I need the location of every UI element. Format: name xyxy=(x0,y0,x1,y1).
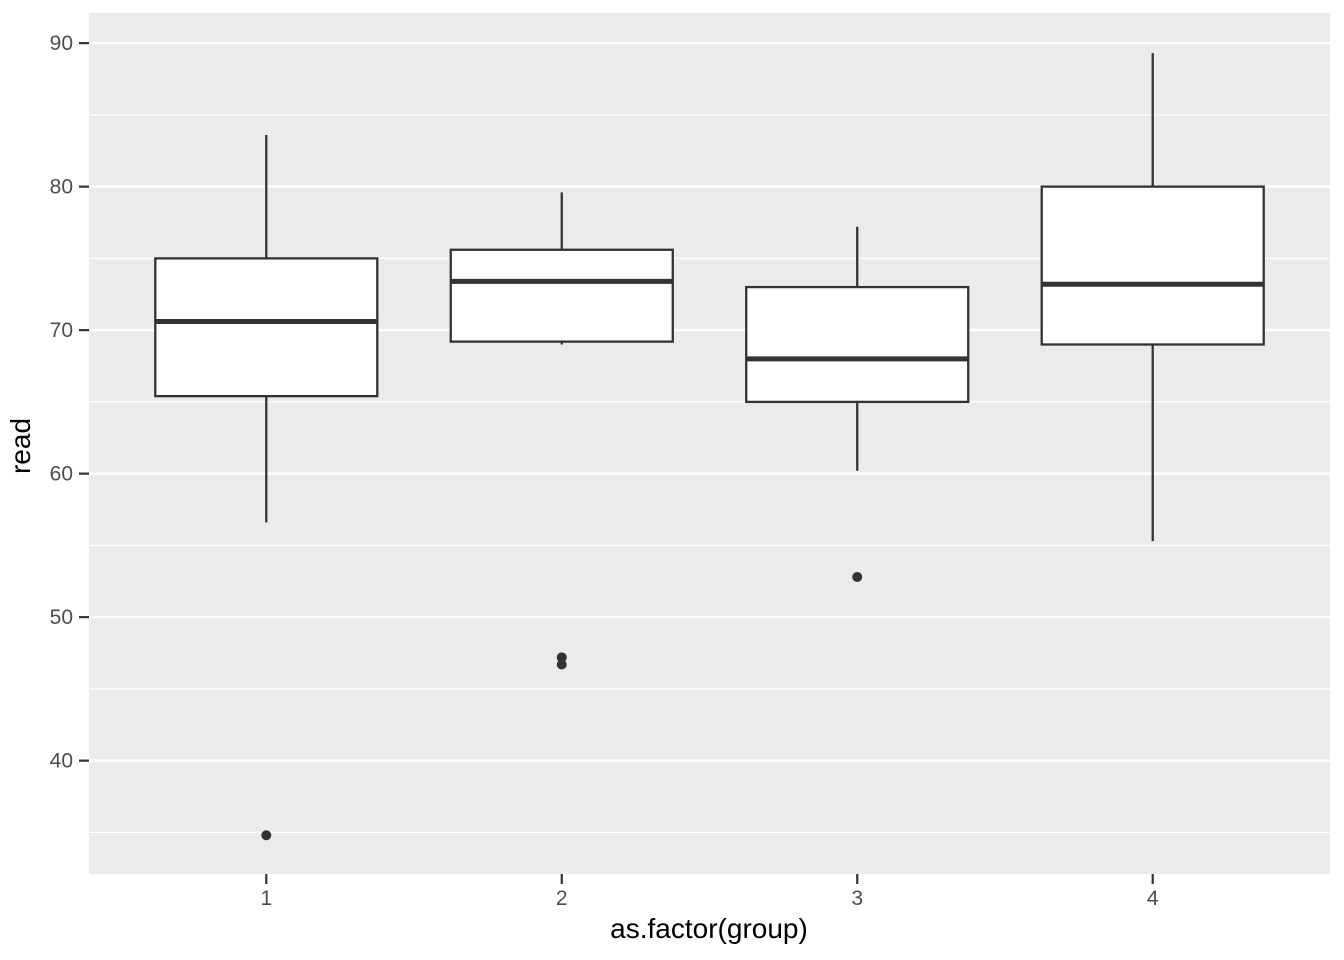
plot-panel xyxy=(89,13,1330,874)
boxes-layer xyxy=(154,53,1265,841)
y-tick-label: 40 xyxy=(50,750,73,773)
x-tick-label: 4 xyxy=(1147,887,1159,910)
y-tick-label: 90 xyxy=(50,32,73,55)
tick-labels-layer: 40 50 60 70 80 90 1 2 3 4 xyxy=(50,32,1159,910)
x-tick-label: 2 xyxy=(556,887,568,910)
boxplot-group-1 xyxy=(154,134,379,841)
plot-panel-layer xyxy=(89,13,1330,874)
y-tick-label: 80 xyxy=(50,176,73,199)
y-tick-label: 50 xyxy=(50,606,73,629)
iqr-box xyxy=(154,257,379,398)
iqr-box xyxy=(449,248,674,343)
boxplot-group-3 xyxy=(745,226,970,582)
x-axis-title: as.factor(group) xyxy=(610,913,808,944)
boxplot-group-2 xyxy=(449,192,674,670)
axis-ticks-layer xyxy=(79,42,1154,884)
x-tick-label: 1 xyxy=(260,887,272,910)
y-tick-label: 70 xyxy=(50,319,73,342)
outlier-point xyxy=(261,830,272,841)
x-tick-label: 3 xyxy=(851,887,863,910)
iqr-box xyxy=(745,285,970,404)
iqr-box xyxy=(1040,185,1265,346)
y-tick-label: 60 xyxy=(50,463,73,486)
y-axis-title: read xyxy=(5,418,36,474)
outlier-point xyxy=(556,659,567,670)
boxplot-group-4 xyxy=(1040,53,1265,542)
outlier-point xyxy=(556,652,567,663)
outlier-point xyxy=(852,571,863,582)
